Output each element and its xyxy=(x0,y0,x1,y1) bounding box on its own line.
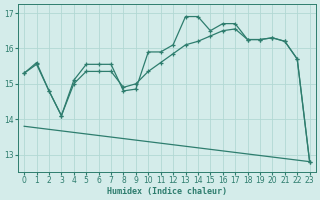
X-axis label: Humidex (Indice chaleur): Humidex (Indice chaleur) xyxy=(107,187,227,196)
